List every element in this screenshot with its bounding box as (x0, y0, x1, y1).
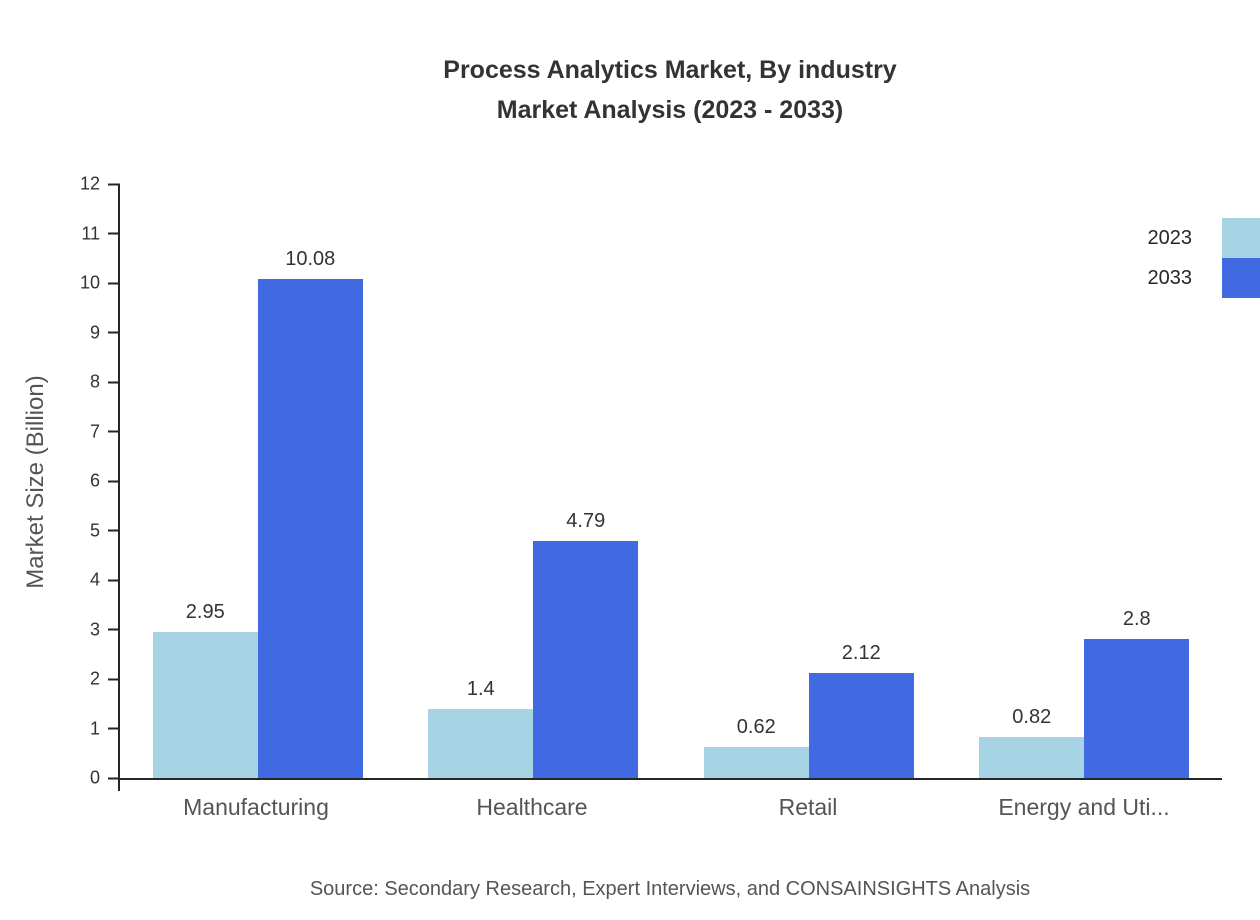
y-tick-9: 9 (90, 322, 120, 343)
y-tick-mark (108, 282, 120, 284)
y-tick-label: 2 (89, 668, 100, 689)
y-tick-2: 2 (90, 669, 120, 690)
bar-2023 (428, 708, 534, 778)
bar-wrap: 1.4 (428, 184, 534, 778)
bar-wrap: 10.08 (257, 184, 363, 778)
bar-group-healthcare: 1.4 4.79 (396, 184, 672, 778)
x-axis-label: Energy and Uti... (998, 794, 1170, 820)
y-tick-8: 8 (90, 372, 120, 393)
y-tick-mark (108, 529, 120, 532)
y-tick-1: 1 (90, 718, 120, 739)
bar-2023 (152, 631, 258, 778)
y-axis-title: Market Size (Billion) (22, 375, 49, 589)
chart-title-line2: Market Analysis (2023 - 2033) (496, 96, 844, 124)
y-tick-10: 10 (80, 273, 120, 294)
bar-wrap: 2.8 (1084, 184, 1190, 778)
legend-row-2023: 2023 (1148, 218, 1260, 258)
source-note: Source: Secondary Research, Expert Inter… (309, 878, 1031, 900)
y-tick-7: 7 (90, 421, 120, 442)
bar-wrap: 0.82 (979, 184, 1085, 778)
y-tick-mark (108, 381, 120, 383)
legend-row-2033: 2033 (1148, 258, 1260, 298)
bar-value-label: 10.08 (285, 248, 336, 271)
y-tick-label: 11 (81, 223, 100, 243)
bar-wrap: 2.12 (808, 184, 914, 778)
bar-group-manufacturing: 2.95 10.08 (120, 184, 396, 778)
bar-2033 (1084, 639, 1190, 778)
y-tick-mark (108, 579, 120, 581)
y-tick-label: 8 (89, 371, 100, 392)
y-tick-6: 6 (90, 471, 120, 492)
y-tick-11: 11 (81, 223, 120, 244)
y-tick-label: 4 (89, 569, 100, 590)
x-axis-label: Healthcare (476, 794, 588, 820)
bar-value-label: 2.8 (1122, 608, 1151, 631)
bar-2023 (979, 737, 1085, 778)
y-tick-mark (108, 628, 120, 631)
x-axis-labels: Manufacturing Healthcare Retail Energy and … (118, 794, 1222, 821)
bar-group-retail: 0.62 2.12 (671, 184, 947, 778)
y-tick-0: 0 (90, 768, 120, 789)
bar-2033 (533, 540, 639, 778)
y-tick-mark (108, 480, 120, 482)
y-tick-label: 3 (89, 619, 100, 639)
chart-title-line1: Process Analytics Market, By industry (443, 56, 897, 84)
y-tick-mark (108, 183, 120, 185)
chart-title: Process Analytics Market, By industry Ma… (118, 50, 1222, 130)
y-tick-4: 4 (90, 570, 120, 591)
legend-label: 2023 (1147, 226, 1193, 249)
legend-swatch-2033 (1222, 258, 1260, 298)
x-axis-label: Retail (778, 794, 838, 820)
y-tick-label: 10 (79, 272, 100, 293)
y-tick-label: 9 (89, 322, 100, 342)
y-tick-label: 5 (89, 520, 100, 540)
y-tick-12: 12 (80, 174, 120, 195)
bar-2033 (808, 673, 914, 778)
bar-value-label: 0.82 (1012, 706, 1052, 729)
x-axis-end-tick (118, 780, 120, 791)
y-tick-label: 12 (79, 173, 100, 194)
bar-wrap: 4.79 (533, 184, 639, 778)
y-tick-mark (108, 232, 120, 235)
legend-swatch-2023 (1222, 218, 1260, 258)
y-tick-mark (108, 678, 120, 680)
bar-wrap: 0.62 (703, 184, 809, 778)
y-tick-label: 1 (89, 718, 100, 738)
bar-2023 (703, 747, 809, 778)
y-tick-label: 0 (89, 767, 100, 788)
y-tick-mark (108, 331, 120, 334)
y-tick-label: 7 (89, 421, 100, 441)
y-tick-mark (108, 727, 120, 730)
y-tick-3: 3 (90, 619, 120, 640)
bar-value-label: 1.4 (466, 677, 495, 700)
bar-value-label: 2.95 (185, 600, 225, 623)
bar-groups: 2.95 10.08 1.4 4.79 0.62 2.12 0.82 2.8 (120, 184, 1222, 778)
y-tick-mark (108, 430, 120, 433)
bar-group-energy-and-uti-: 0.82 2.8 (947, 184, 1223, 778)
bar-value-label: 4.79 (566, 509, 606, 532)
bar-value-label: 0.62 (736, 716, 776, 739)
y-tick-mark (108, 777, 120, 779)
bar-wrap: 2.95 (152, 184, 258, 778)
y-tick-5: 5 (90, 520, 120, 541)
legend-label: 2033 (1147, 266, 1193, 289)
bar-value-label: 2.12 (841, 642, 881, 665)
y-tick-label: 6 (89, 470, 100, 491)
x-axis-label: Manufacturing (183, 794, 329, 820)
bar-2033 (257, 279, 363, 778)
legend: 2023 2033 (1148, 218, 1260, 298)
